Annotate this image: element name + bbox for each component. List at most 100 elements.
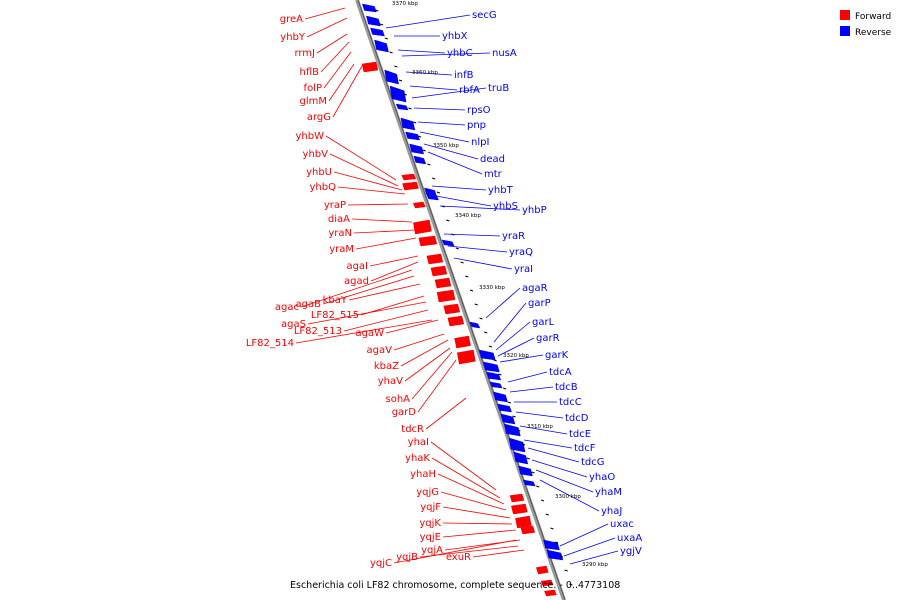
forward-gene-block <box>434 277 452 289</box>
reverse-gene-label-tdcb: tdcB <box>555 382 578 393</box>
reverse-leader-yhbc <box>397 49 446 54</box>
forward-gene-label-grea: greA <box>280 14 303 25</box>
reverse-gene-label-nusa: nusA <box>492 48 517 59</box>
forward-gene-label-agab: agaB <box>296 299 322 310</box>
forward-leader-yran <box>353 229 416 234</box>
reverse-gene-block <box>483 361 500 373</box>
reverse-gene-block <box>405 131 420 141</box>
track-minor-mark <box>455 247 459 250</box>
reverse-leader-nusa <box>401 52 491 57</box>
forward-gene-label-yhai: yhaI <box>408 437 429 448</box>
track-minor-mark <box>564 569 568 572</box>
forward-gene-block <box>418 235 438 247</box>
forward-gene-label-exur: exuR <box>446 552 471 563</box>
forward-leader-agaw <box>385 319 439 334</box>
forward-gene-block <box>457 349 476 365</box>
reverse-gene-label-tdcc: tdcC <box>559 397 582 408</box>
reverse-leader-tdcf <box>523 439 573 449</box>
reverse-leader-yhao <box>531 459 588 478</box>
legend-forward-label: Forward <box>855 12 891 22</box>
reverse-gene-label-tdca: tdcA <box>549 367 572 378</box>
track-minor-mark <box>403 93 407 96</box>
reverse-gene-block <box>486 371 502 381</box>
forward-leader-yhav <box>404 347 451 382</box>
track-minor-mark <box>536 485 540 488</box>
reverse-gene-label-gark: garK <box>545 350 569 361</box>
reverse-gene-block <box>389 85 407 103</box>
forward-leader-agab <box>322 275 415 305</box>
reverse-gene-label-dead: dead <box>480 154 505 165</box>
forward-leader-soha <box>411 351 453 400</box>
chromosome-track-edge <box>357 0 566 600</box>
track-minor-mark <box>540 499 545 502</box>
reverse-gene-block <box>518 465 533 477</box>
forward-gene-block <box>447 315 465 327</box>
reverse-gene-label-uxac: uxac <box>610 519 634 530</box>
forward-leader-yrap <box>347 203 409 206</box>
track-minor-mark <box>517 429 521 432</box>
reverse-leader-uxaa <box>563 537 616 557</box>
reverse-leader-agar <box>485 287 521 319</box>
forward-leader-yhai <box>430 441 497 491</box>
track-minor-mark <box>413 121 417 124</box>
forward-gene-block <box>540 579 554 587</box>
reverse-gene-block <box>546 549 564 561</box>
reverse-gene-label-mtr: mtr <box>484 169 503 180</box>
forward-gene-block <box>426 253 444 265</box>
track-minor-mark <box>559 555 564 558</box>
forward-swatch <box>840 10 850 20</box>
forward-leader-argg <box>332 65 363 118</box>
forward-gene-label-agac: agac <box>275 302 299 313</box>
track-minor-mark <box>555 541 559 544</box>
forward-leader-yhby <box>306 17 348 38</box>
reverse-gene-label-garp: garP <box>528 298 551 309</box>
reverse-gene-block <box>370 27 385 37</box>
track-minor-mark <box>398 79 403 82</box>
track-minor-mark <box>394 65 398 68</box>
forward-leader-kbay <box>348 283 421 301</box>
forward-gene-label-yhbu: yhbU <box>306 167 332 178</box>
reverse-leader-ygjv <box>569 550 619 565</box>
forward-gene-block <box>509 493 525 503</box>
forward-leader-lf82-514 <box>295 319 433 344</box>
track-minor-mark <box>479 317 483 320</box>
track-minor-mark <box>488 345 493 348</box>
reverse-gene-label-yhbp: yhbP <box>522 205 547 216</box>
reverse-gene-block <box>493 391 508 403</box>
forward-leader-yhak <box>431 457 501 499</box>
forward-leader-yqjf <box>442 506 511 519</box>
forward-gene-label-argg: argG <box>307 112 331 123</box>
reverse-gene-label-yhao: yhaO <box>589 472 615 483</box>
track-minor-mark <box>545 513 549 516</box>
scale-tick-label: 3340 kbp <box>455 213 481 219</box>
forward-gene-block <box>361 61 379 73</box>
forward-leader-agai <box>369 255 419 267</box>
forward-gene-label-lf82-513: LF82_513 <box>294 326 342 337</box>
forward-leader-yhbv <box>329 153 399 187</box>
chromosome-track <box>355 0 566 600</box>
forward-leader-yhah <box>437 473 505 505</box>
forward-gene-block <box>436 289 456 303</box>
reverse-gene-label-tdcf: tdcF <box>574 443 596 454</box>
track-minor-mark <box>375 9 379 12</box>
scale-tick-label: 3310 kbp <box>527 424 553 430</box>
scale-tick-label: 3350 kbp <box>433 143 459 149</box>
reverse-gene-label-agar: agaR <box>522 283 548 294</box>
forward-gene-block <box>443 303 461 315</box>
reverse-gene-block <box>513 451 529 465</box>
forward-gene-label-yrap: yraP <box>324 200 346 211</box>
reverse-gene-label-garl: garL <box>532 317 555 328</box>
forward-gene-label-agai: agaI <box>346 261 368 272</box>
forward-gene-label-rrmj: rrmJ <box>294 48 315 59</box>
forward-gene-label-yhby: yhbY <box>280 32 306 43</box>
reverse-gene-label-tdcg: tdcG <box>581 457 605 468</box>
reverse-gene-block <box>426 193 439 201</box>
track-minor-mark <box>384 37 389 40</box>
reverse-gene-block <box>374 39 389 53</box>
forward-gene-label-tdcr: tdcR <box>401 424 424 435</box>
reverse-leader-rpso <box>413 107 466 111</box>
track-minor-mark <box>526 457 530 460</box>
reverse-gene-label-pnp: pnp <box>467 120 486 131</box>
track-minor-mark <box>550 527 554 530</box>
